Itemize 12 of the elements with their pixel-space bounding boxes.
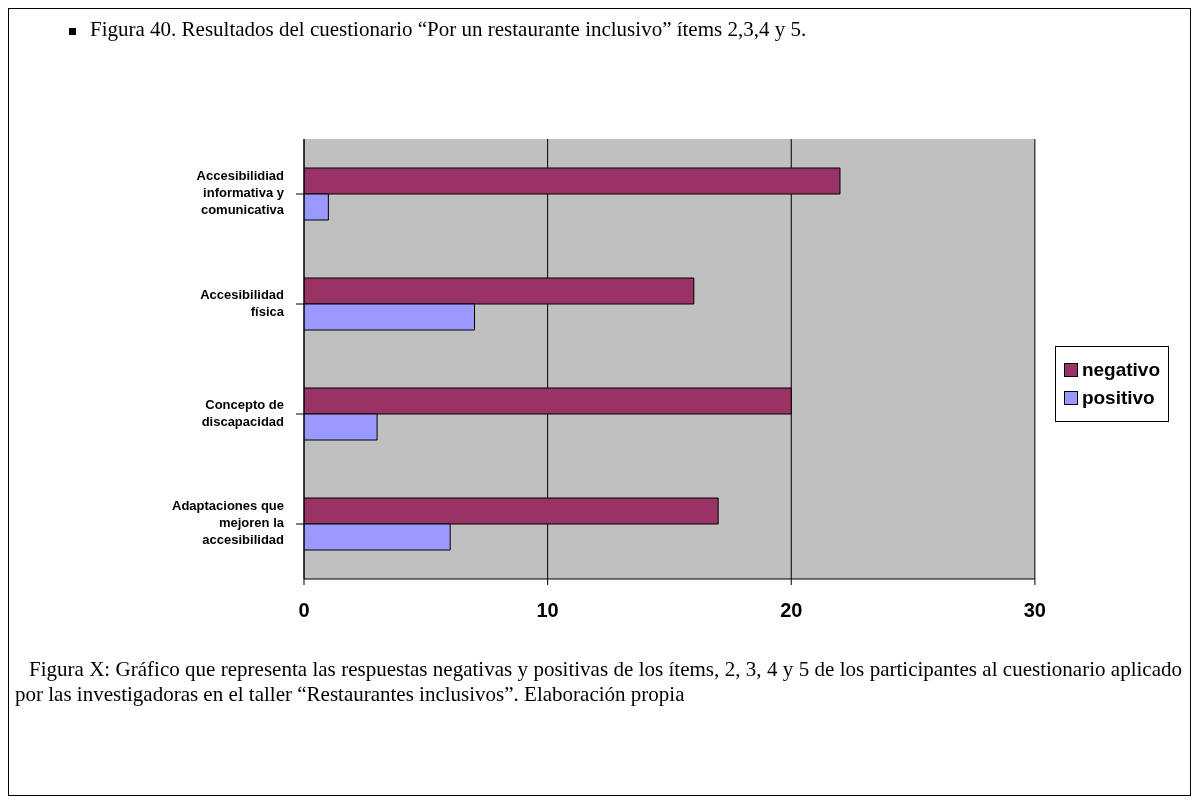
x-tick-label: 10 (536, 599, 559, 622)
x-tick-label: 0 (298, 599, 310, 622)
x-tick-label: 20 (780, 599, 803, 622)
legend-label: negativo (1080, 359, 1160, 381)
y-tick-label: Concepto de discapacidad (201, 396, 285, 429)
y-tick-label: Accesibilidad física (200, 286, 285, 319)
text: Figura X: Gráfico que representa las respuestas negativas y positivas de los ítems, 2, 3, 4 y 5 de los participantes al cuestionario aplicado por las investigadoras en el taller “Restaurantes inclusivos”. Elaboración propia (15, 657, 1182, 707)
y-tick-label: Adaptaciones que mejoren la accesibilidad (172, 498, 285, 548)
legend-label: positivo (1080, 387, 1156, 409)
y-tick-label: Accesibilidiad informativa y comunicativa (196, 168, 285, 218)
x-tick-label: 30 (1023, 599, 1046, 622)
chart-title: Figura 40. Resultados del cuestionario “Por un restaurante inclusivo” ítems 2,3,4 y 5. (90, 17, 807, 41)
